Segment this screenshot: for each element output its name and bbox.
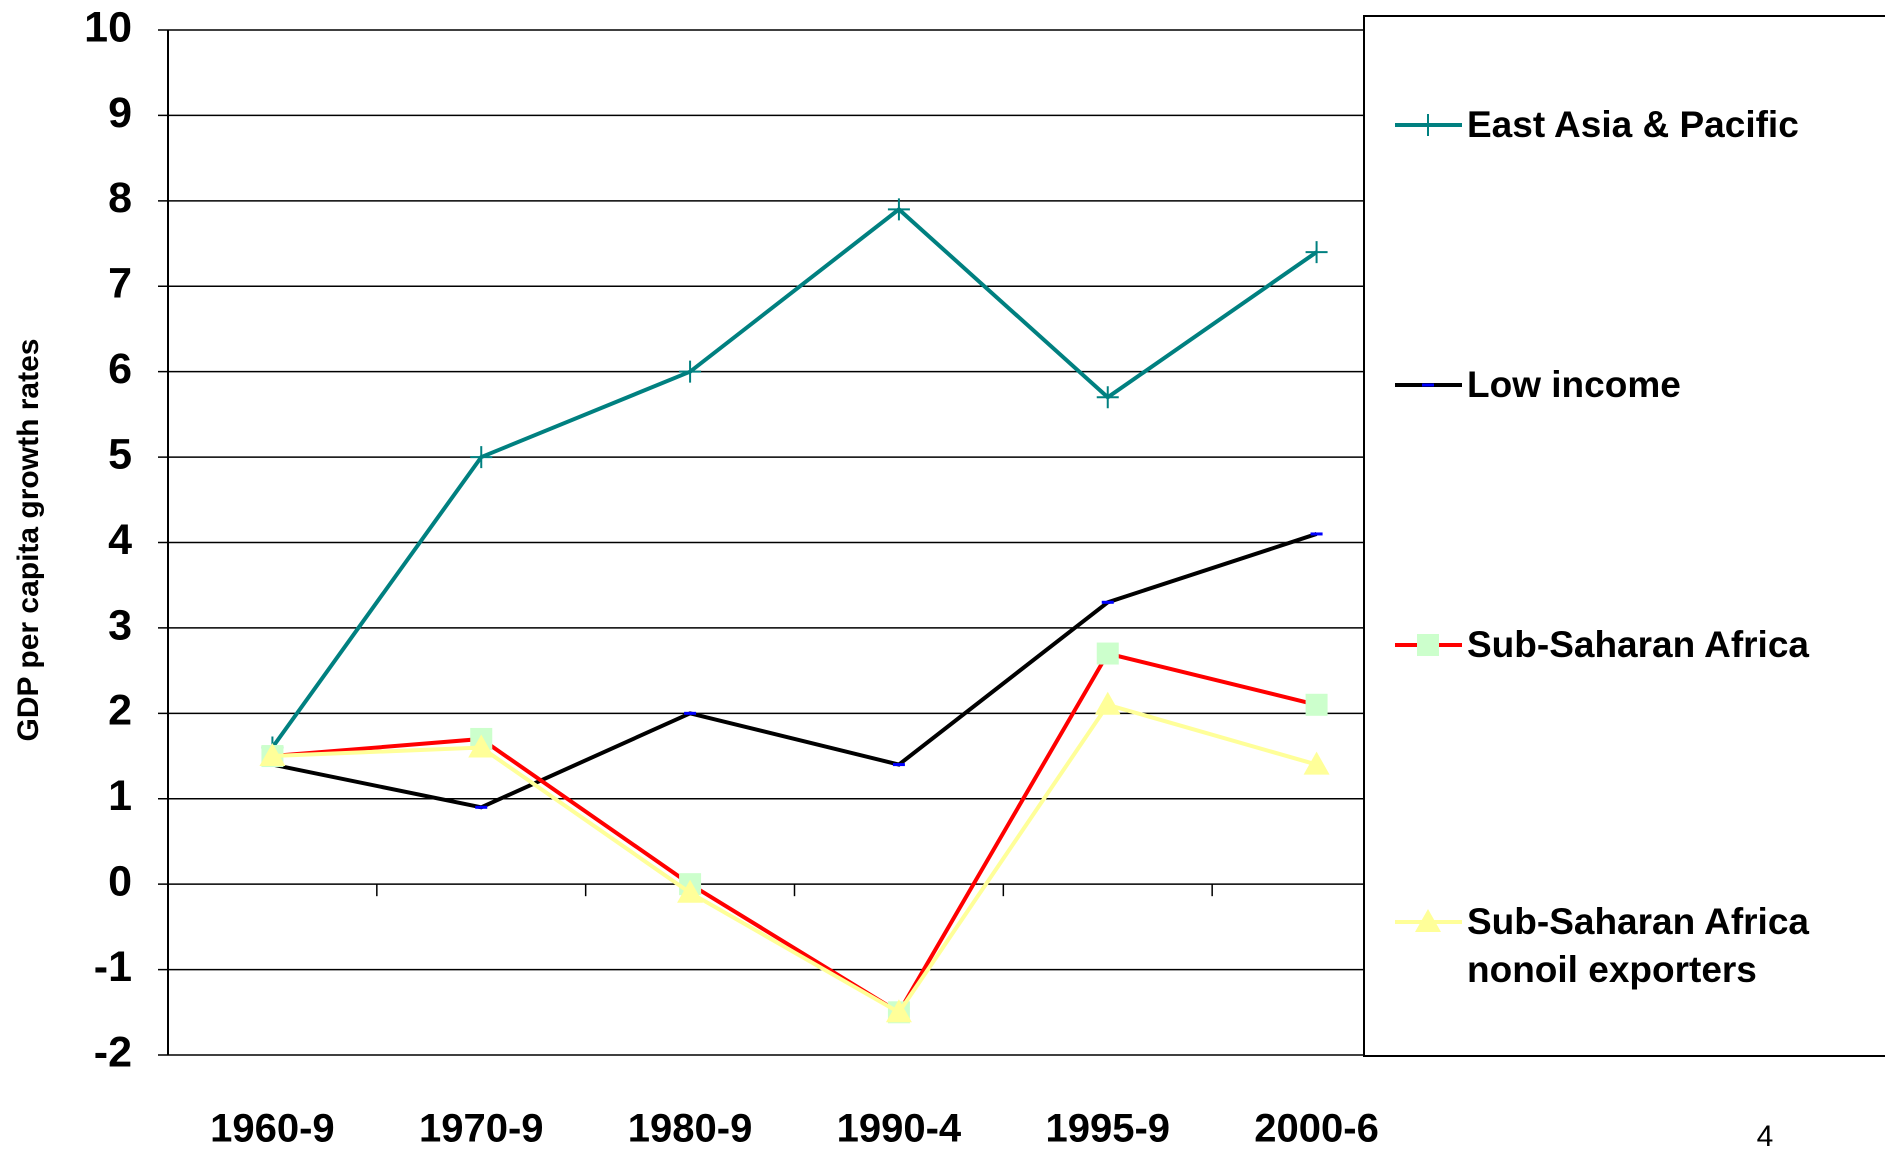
legend-entry: Sub-Saharan Africa xyxy=(1395,621,1877,669)
x-tick-label: 1980-9 xyxy=(628,1107,753,1151)
marker xyxy=(1305,241,1328,264)
marker xyxy=(885,999,912,1023)
marker xyxy=(1303,751,1330,775)
legend-label: Sub-Saharan Africa xyxy=(1467,624,1809,665)
x-tick-label: 1960-9 xyxy=(210,1107,335,1151)
marker xyxy=(468,734,495,758)
y-tick-label: 2 xyxy=(108,687,132,735)
y-tick-label: 8 xyxy=(108,174,132,222)
y-tick-label: 5 xyxy=(108,430,132,478)
legend-swatch xyxy=(1395,383,1462,387)
marker xyxy=(679,360,702,383)
marker xyxy=(1096,386,1119,409)
y-tick-label: -1 xyxy=(94,943,132,991)
marker xyxy=(470,446,493,469)
legend-entry: Sub-Saharan Africa nonoil exporters xyxy=(1395,898,1877,994)
y-tick-label: 4 xyxy=(108,516,132,564)
legend-label: East Asia & Pacific xyxy=(1467,104,1799,145)
marker xyxy=(1415,909,1441,932)
marker xyxy=(887,198,910,221)
y-axis-label: GDP per capita growth rates xyxy=(12,339,45,742)
y-tick-label: -2 xyxy=(94,1028,132,1076)
y-tick-label: 6 xyxy=(108,345,132,393)
legend-entry: East Asia & Pacific xyxy=(1395,101,1877,149)
marker xyxy=(677,879,704,903)
legend-swatch xyxy=(1395,114,1462,136)
legend-swatch xyxy=(1395,634,1462,656)
series-line xyxy=(272,651,1318,1016)
marker xyxy=(1417,634,1439,656)
legend-swatch xyxy=(1395,909,1462,932)
legend-label: Low income xyxy=(1467,364,1681,405)
marker xyxy=(1305,693,1328,716)
y-tick-label: 10 xyxy=(84,3,132,51)
x-tick-label: 1970-9 xyxy=(419,1107,544,1151)
marker xyxy=(259,743,286,767)
x-tick-label: 1995-9 xyxy=(1045,1107,1170,1151)
y-tick-label: 0 xyxy=(108,858,132,906)
y-tick-label: 3 xyxy=(108,601,132,649)
page-number: 4 xyxy=(1757,1120,1774,1153)
x-tick-label: 2000-6 xyxy=(1254,1107,1379,1151)
series-line xyxy=(272,532,1318,810)
marker xyxy=(1094,691,1121,715)
y-tick-label: 7 xyxy=(108,260,132,308)
series-line xyxy=(270,206,1318,749)
x-tick-label: 1990-4 xyxy=(837,1107,962,1151)
marker xyxy=(1417,114,1439,136)
legend-box xyxy=(1363,15,1885,1057)
legend-label: Sub-Saharan Africa nonoil exporters xyxy=(1467,901,1809,990)
y-tick-label: 1 xyxy=(108,772,132,820)
series-line xyxy=(272,702,1318,1015)
marker xyxy=(1096,642,1119,665)
legend-entry: Low income xyxy=(1395,361,1877,409)
y-tick-label: 9 xyxy=(108,89,132,137)
